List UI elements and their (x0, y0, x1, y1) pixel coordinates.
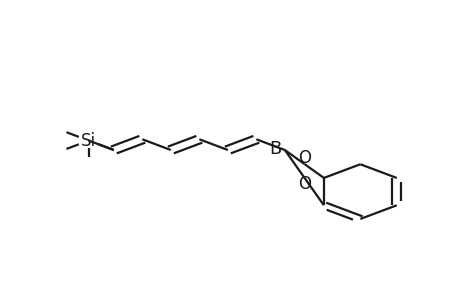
Text: O: O (297, 175, 310, 193)
Text: Si: Si (81, 132, 96, 150)
Text: O: O (297, 149, 310, 167)
Text: B: B (269, 140, 281, 158)
